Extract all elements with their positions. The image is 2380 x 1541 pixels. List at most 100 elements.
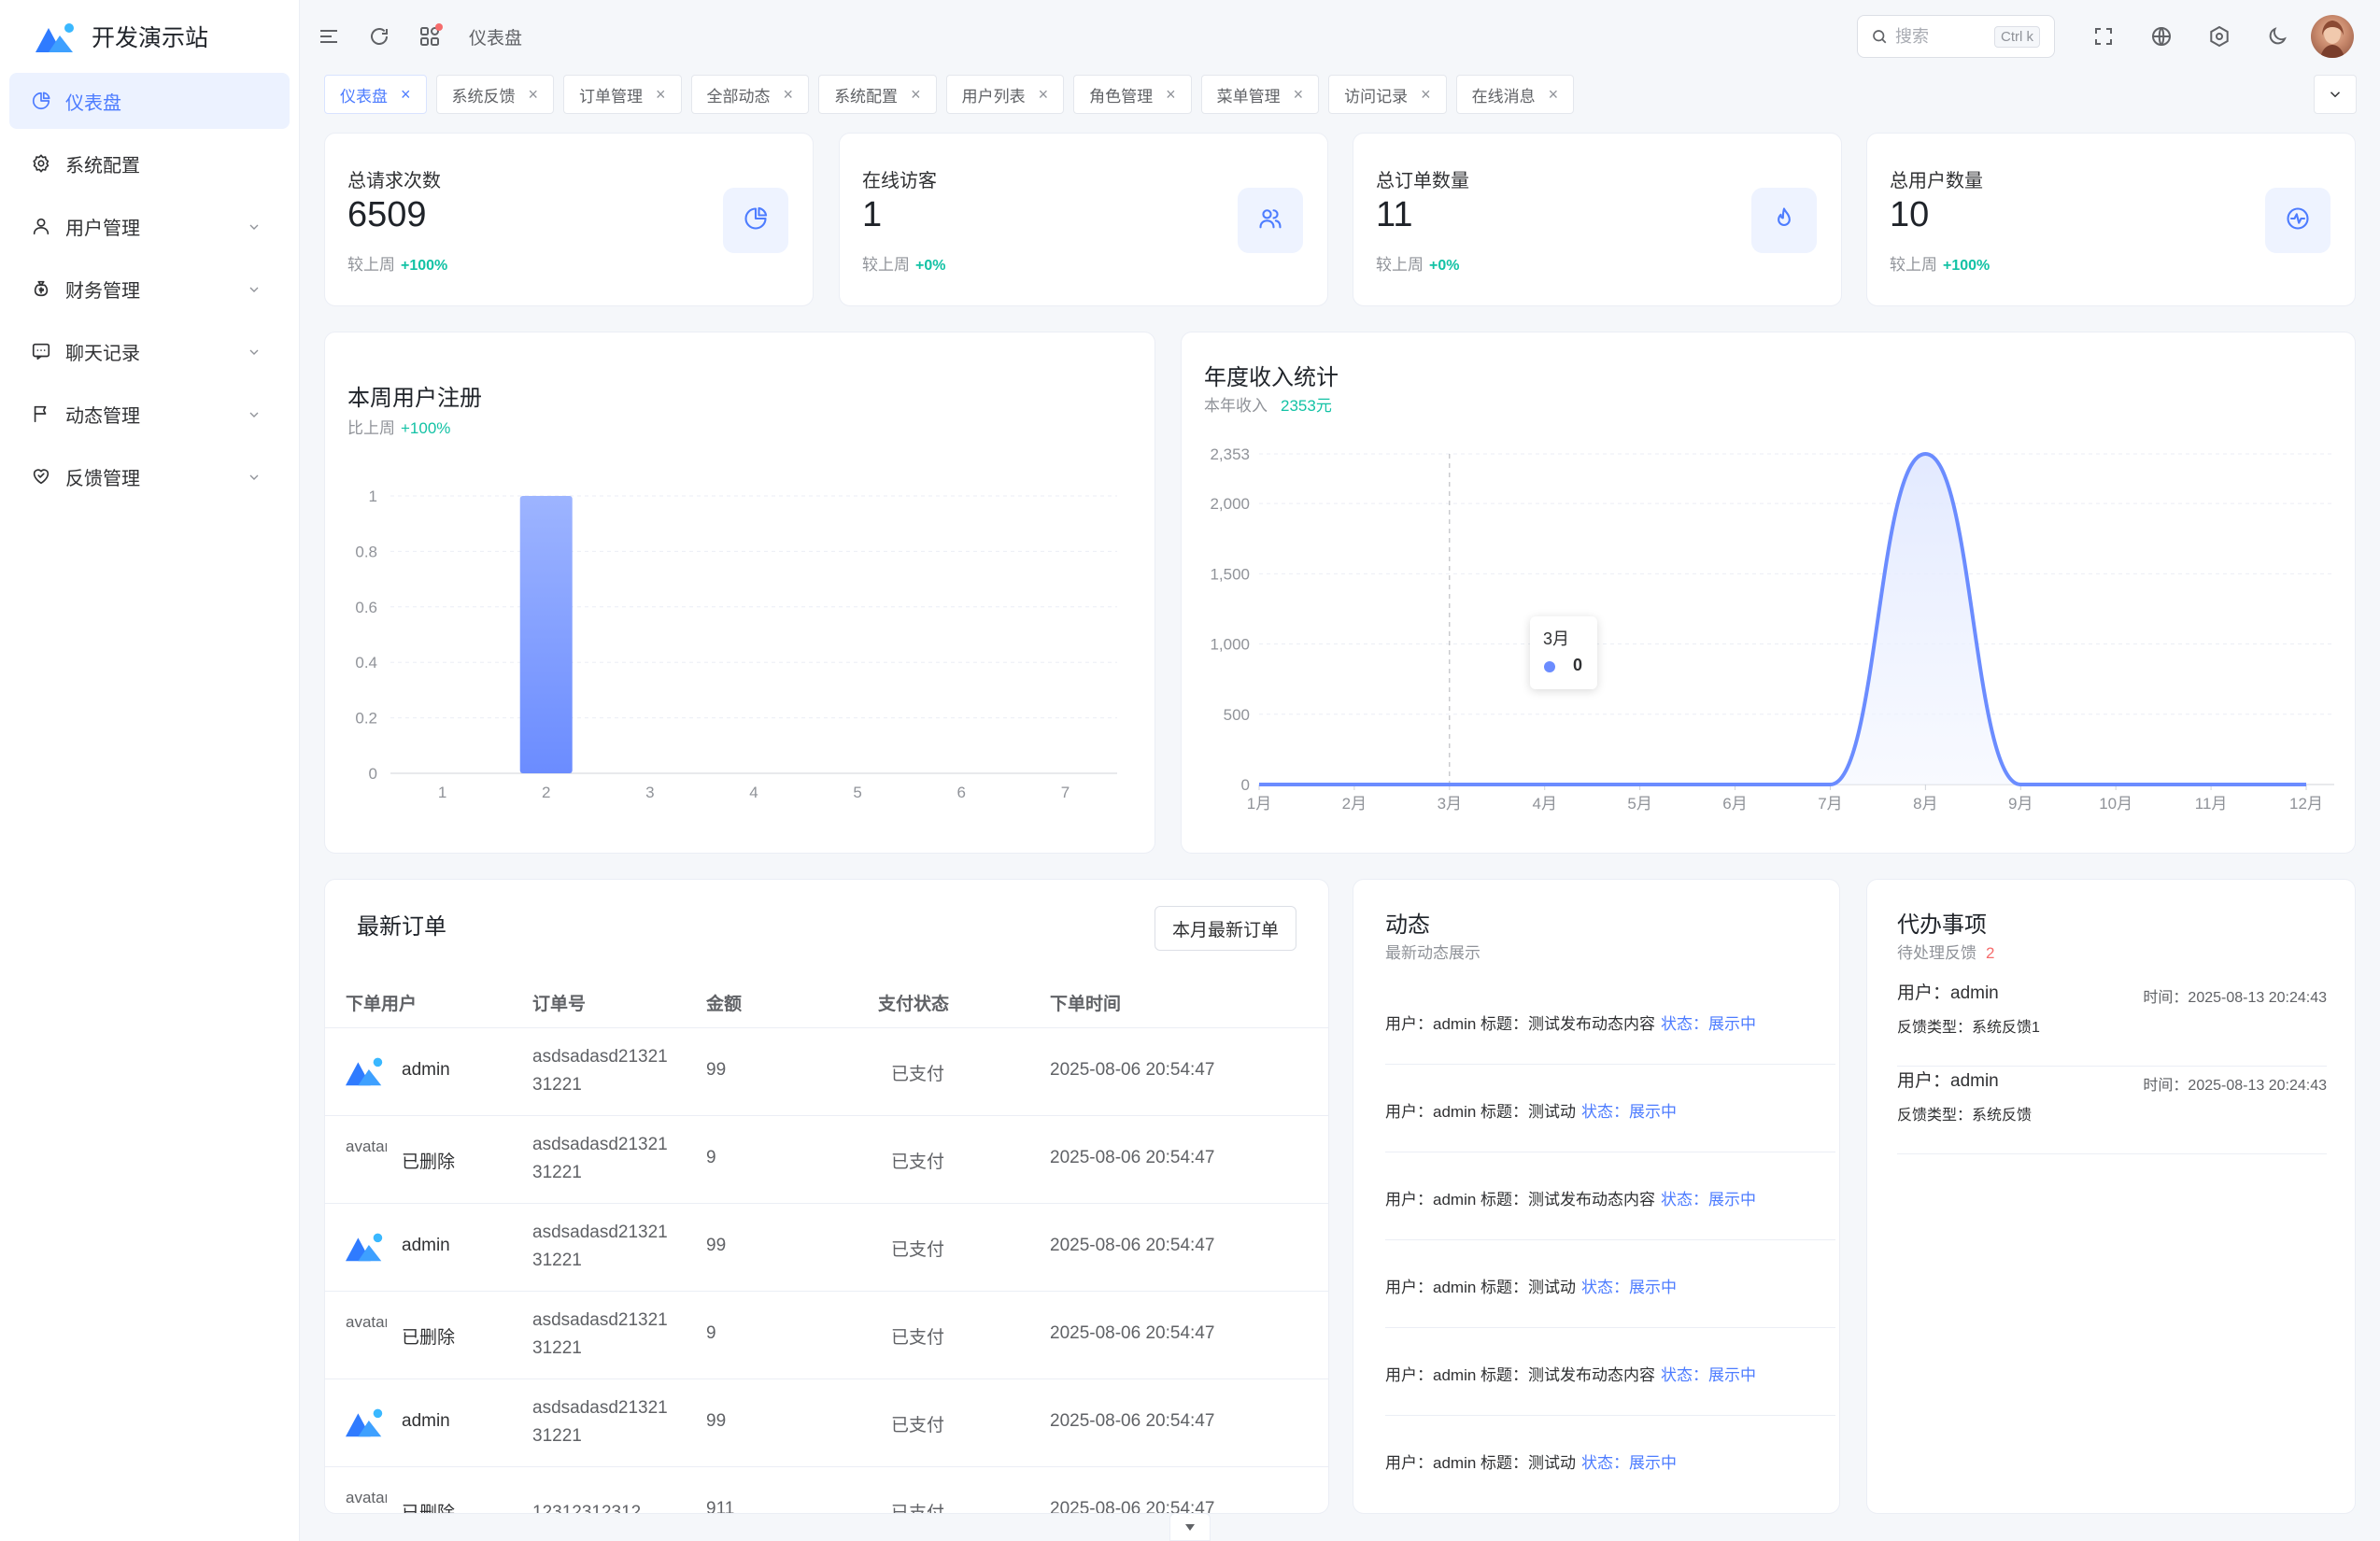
stat-compare-label: 较上周 — [862, 256, 910, 274]
tab-4[interactable]: 系统配置 × — [818, 75, 937, 114]
orders-title: 最新订单 — [357, 914, 446, 940]
tabs-dropdown-button[interactable] — [2314, 75, 2357, 114]
stat-change: +100% — [401, 258, 448, 274]
todo-item[interactable]: 用户：admin 时间：2025-08-13 20:24:43 反馈类型：系统反馈 — [1897, 1067, 2327, 1154]
chat-icon — [30, 340, 52, 362]
mountain-logo-icon — [35, 23, 74, 52]
sidebar-item-4[interactable]: 聊天记录 — [9, 323, 290, 379]
order-time: 2025-08-06 20:54:47 — [1050, 1499, 1215, 1514]
y-tick-label: 0.2 — [355, 710, 377, 728]
tab-5[interactable]: 用户列表 × — [945, 75, 1065, 114]
activity-title: 动态 — [1385, 912, 1430, 938]
search-input[interactable] — [1895, 26, 1989, 47]
close-icon[interactable]: × — [1548, 84, 1559, 104]
flag-icon — [30, 403, 52, 425]
close-icon[interactable]: × — [401, 84, 411, 104]
user-avatar[interactable] — [2311, 15, 2354, 58]
chevron-down-icon — [247, 344, 262, 359]
activity-status: 状态：展示中 — [1581, 1103, 1678, 1121]
user-icon — [30, 215, 52, 237]
sidebar-item-1[interactable]: 系统配置 — [9, 135, 290, 191]
tab-1[interactable]: 系统反馈 × — [435, 75, 555, 114]
sidebar-item-6[interactable]: 反馈管理 — [9, 448, 290, 504]
chevron-down-icon — [247, 406, 262, 421]
todo-item[interactable]: 用户：admin 时间：2025-08-13 20:24:43 反馈类型：系统反馈1 — [1897, 979, 2327, 1067]
x-tick-label: 6月 — [1722, 795, 1747, 813]
theme-toggle-button[interactable] — [2259, 18, 2296, 55]
weekly-bar-chart: 0 0.2 0.4 0.6 0.8 1 1 2 3 4 5 6 7 — [355, 488, 1117, 801]
globe-icon — [2152, 27, 2171, 46]
table-row[interactable]: avatar 已删除 asdsadasd21321 31221 9 已支付 2025-08-… — [325, 1291, 1328, 1378]
monthly-orders-button[interactable]: 本月最新订单 — [1155, 906, 1296, 951]
tab-6[interactable]: 角色管理 × — [1073, 75, 1192, 114]
apps-button[interactable] — [411, 18, 448, 55]
tab-0[interactable]: 仪表盘 × — [324, 75, 427, 114]
list-item[interactable]: 用户：admin 标题：测试动 状态：展示中 — [1385, 1416, 1835, 1504]
menu-fold-icon — [320, 30, 337, 43]
todo-feedback-type: 反馈类型：系统反馈 — [1897, 1108, 2033, 1124]
tab-label: 订单管理 — [579, 87, 644, 106]
x-tick-label: 6 — [957, 784, 966, 801]
refresh-button[interactable] — [361, 18, 398, 55]
list-item[interactable]: 用户：admin 标题：测试动 状态：展示中 — [1385, 1240, 1835, 1328]
activity-text: 用户：admin 标题：测试动 状态：展示中 — [1385, 1098, 1677, 1122]
close-icon[interactable]: × — [783, 84, 794, 104]
broken-avatar-image: avatar — [346, 1138, 387, 1155]
weekly-chart-title: 本周用户注册 — [347, 386, 482, 411]
stat-label: 总请求次数 — [347, 171, 441, 191]
sidebar-item-3[interactable]: 财务管理 — [9, 261, 290, 317]
close-icon[interactable]: × — [1166, 84, 1176, 104]
search-box[interactable]: Ctrl k — [1857, 15, 2055, 58]
order-pay-status: 已支付 — [891, 1328, 945, 1348]
close-icon[interactable]: × — [656, 84, 666, 104]
activity-text: 用户：admin 标题：测试动 状态：展示中 — [1385, 1449, 1677, 1473]
table-row[interactable]: avatar 已删除 12312312312 911 已支付 2025-08-06 20:… — [325, 1466, 1328, 1514]
brand[interactable]: 开发演示站 — [0, 0, 299, 73]
list-item[interactable]: 用户：admin 标题：测试动 状态：展示中 — [1385, 1065, 1835, 1152]
sidebar-item-5[interactable]: 动态管理 — [9, 386, 290, 442]
close-icon[interactable]: × — [528, 84, 539, 104]
tab-2[interactable]: 订单管理 × — [563, 75, 682, 114]
stat-card-1: 在线访客 1 较上周 +0% — [839, 133, 1328, 306]
close-icon[interactable]: × — [911, 84, 921, 104]
breadcrumb: 仪表盘 — [469, 28, 523, 49]
stat-icon-box — [2265, 188, 2330, 253]
scroll-down-button[interactable] — [1169, 1513, 1211, 1541]
order-number-line-1: asdsadasd21321 — [532, 1135, 668, 1154]
sidebar-menu: 仪表盘系统配置用户管理财务管理聊天记录动态管理反馈管理 — [0, 73, 299, 504]
activity-content: 用户：admin 标题：测试发布动态内容 — [1385, 1366, 1656, 1384]
annual-area-chart[interactable]: 0 500 1,000 1,500 2,000 2,353 1月 2月 3月 4月 5月 6月 7月 8月… — [1182, 332, 2357, 855]
list-item[interactable]: 用户：admin 标题：测试发布动态内容 状态：展示中 — [1385, 1152, 1835, 1240]
order-pay-status: 已支付 — [891, 1416, 945, 1435]
language-button[interactable] — [2143, 18, 2180, 55]
tab-8[interactable]: 访问记录 × — [1328, 75, 1447, 114]
sidebar-item-label: 财务管理 — [65, 280, 140, 302]
table-row[interactable]: admin asdsadasd21321 31221 99 已支付 2025-08-06 … — [325, 1378, 1328, 1466]
list-item[interactable]: 用户：admin 标题：测试发布动态内容 状态：展示中 — [1385, 1328, 1835, 1416]
close-icon[interactable]: × — [1038, 84, 1049, 104]
latest-orders-card: 最新订单 本月最新订单 下单用户 订单号 金额 支付状态 下单时间 admin a… — [324, 879, 1329, 1514]
order-time: 2025-08-06 20:54:47 — [1050, 1060, 1215, 1080]
fullscreen-button[interactable] — [2085, 18, 2122, 55]
close-icon[interactable]: × — [1421, 84, 1431, 104]
close-icon[interactable]: × — [1293, 84, 1304, 104]
sidebar-item-0[interactable]: 仪表盘 — [9, 73, 290, 129]
settings-button[interactable] — [2201, 18, 2238, 55]
tab-9[interactable]: 在线消息 × — [1455, 75, 1575, 114]
list-item[interactable]: 用户：admin 标题：测试发布动态内容 状态：展示中 — [1385, 977, 1835, 1065]
table-row[interactable]: admin asdsadasd21321 31221 99 已支付 2025-08-06 … — [325, 1027, 1328, 1115]
tab-7[interactable]: 菜单管理 × — [1200, 75, 1320, 114]
y-tick-label: 2,353 — [1210, 445, 1250, 463]
order-number: asdsadasd21321 31221 — [532, 1307, 682, 1363]
x-tick-label: 9月 — [2008, 795, 2033, 813]
tab-3[interactable]: 全部动态 × — [690, 75, 810, 114]
table-row[interactable]: avatar 已删除 asdsadasd21321 31221 9 已支付 2025-08-… — [325, 1115, 1328, 1203]
menu-toggle-button[interactable] — [310, 18, 347, 55]
tooltip-series-dot — [1544, 661, 1555, 672]
y-tick-label: 1,000 — [1210, 636, 1250, 654]
order-user: admin — [402, 1060, 450, 1080]
table-row[interactable]: admin asdsadasd21321 31221 99 已支付 2025-08-06 … — [325, 1203, 1328, 1291]
sidebar-item-2[interactable]: 用户管理 — [9, 198, 290, 254]
chevron-down-icon — [2330, 92, 2341, 98]
sidebar-item-label: 系统配置 — [65, 155, 140, 177]
